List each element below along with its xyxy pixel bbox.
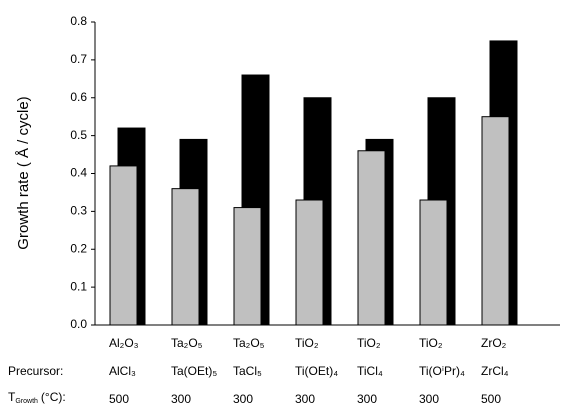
y-tick-label: 0.3 xyxy=(70,204,87,218)
x-tick-label: ZrO₂ xyxy=(481,336,507,350)
bar xyxy=(109,165,138,326)
temperature-value: 300 xyxy=(419,392,439,406)
bar xyxy=(357,150,386,326)
x-tick-label: Ta₂O₅ xyxy=(171,336,203,350)
precursor-label: TaCl₅ xyxy=(233,364,262,378)
t-unit: (°C): xyxy=(41,390,66,404)
x-tick-label: TiO₂ xyxy=(357,336,381,350)
y-tick-label: 0.5 xyxy=(70,128,87,142)
y-tick-label: 0.4 xyxy=(70,166,87,180)
temperature-value: 500 xyxy=(481,392,501,406)
t-subscript: Growth xyxy=(15,398,38,405)
bar xyxy=(233,207,262,326)
temperature-row-label: TGrowth (°C): xyxy=(8,390,66,405)
precursor-label: AlCl₃ xyxy=(109,364,136,378)
x-tick-label: Ta₂O₅ xyxy=(233,336,265,350)
y-tick-label: 0.2 xyxy=(70,241,87,255)
precursor-label: Ta(OEt)₅ xyxy=(171,364,217,378)
bar xyxy=(295,199,324,326)
precursor-label: Ti(OEt)₄ xyxy=(295,364,338,378)
precursor-label: ZrCl₄ xyxy=(481,364,509,378)
y-tick-label: 0.7 xyxy=(70,52,87,66)
precursor-row-label: Precursor: xyxy=(8,364,63,378)
x-tick-label: TiO₂ xyxy=(419,336,443,350)
y-axis-title: Growth rate ( Å / cycle) xyxy=(15,96,32,249)
temperature-value: 300 xyxy=(233,392,253,406)
y-tick-label: 0.1 xyxy=(70,279,87,293)
bar xyxy=(481,116,510,326)
temperature-value: 300 xyxy=(357,392,377,406)
precursor-label: Ti(OⁱPr)₄ xyxy=(419,364,465,378)
y-tick-label: 0.8 xyxy=(70,14,87,28)
temperature-value: 500 xyxy=(109,392,129,406)
bar xyxy=(419,199,448,326)
t-symbol: T xyxy=(8,390,16,404)
y-tick-label: 0.0 xyxy=(70,317,87,331)
precursor-label: TiCl₄ xyxy=(357,364,383,378)
x-tick-label: TiO₂ xyxy=(295,336,319,350)
temperature-value: 300 xyxy=(171,392,191,406)
y-tick-label: 0.6 xyxy=(70,90,87,104)
x-tick-label: Al₂O₃ xyxy=(109,336,139,350)
bar xyxy=(171,188,200,326)
temperature-value: 300 xyxy=(295,392,315,406)
